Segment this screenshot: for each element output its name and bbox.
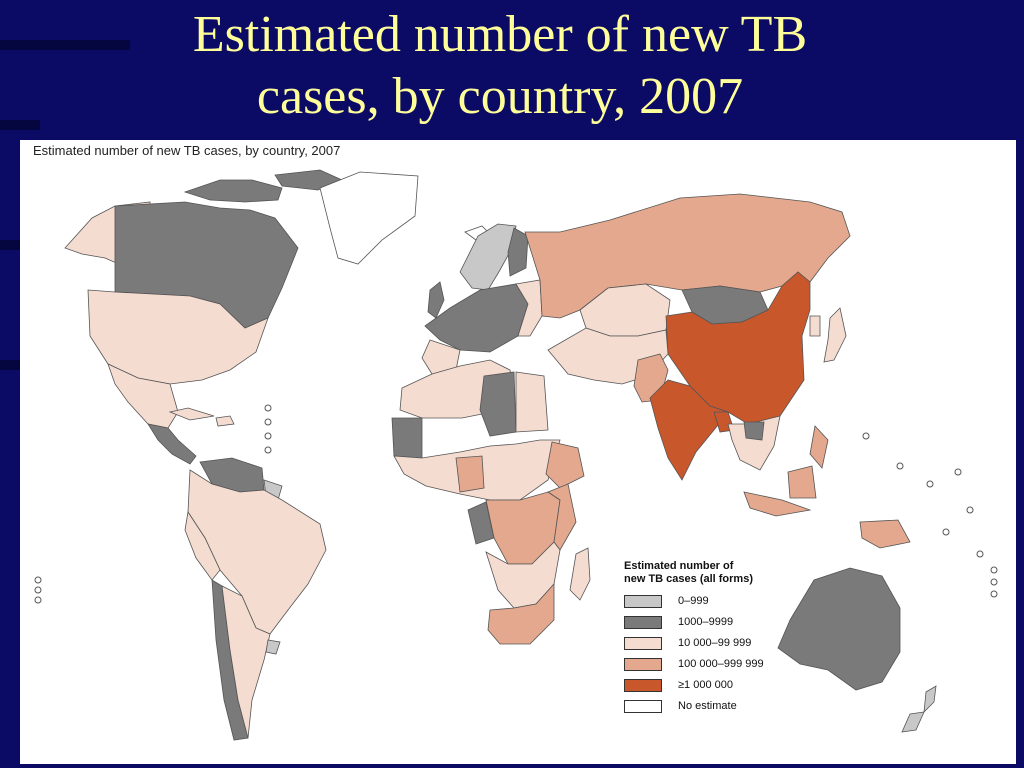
country-arctic-islands	[183, 179, 283, 203]
island-marker	[862, 432, 870, 440]
legend-item: No estimate	[624, 696, 824, 716]
legend-title-line-2: new TB cases (all forms)	[624, 573, 753, 585]
country-india	[649, 379, 729, 481]
country-south-africa	[487, 582, 555, 645]
slide-title: Estimated number of new TB cases, by cou…	[0, 4, 1000, 128]
legend-label: 1000–9999	[678, 616, 734, 628]
country-new-zealand	[923, 685, 937, 714]
island-marker	[264, 432, 272, 440]
legend-title: Estimated number of new TB cases (all fo…	[624, 560, 824, 586]
map-panel: Estimated number of new TB cases, by cou…	[20, 140, 1016, 764]
country-ethiopia	[545, 441, 585, 489]
country-libya	[479, 371, 517, 437]
legend-swatch	[624, 678, 662, 692]
country-gabon	[467, 501, 495, 545]
background-stripe	[0, 360, 20, 370]
island-marker	[954, 468, 962, 476]
island-marker	[990, 566, 998, 574]
legend-item: 100 000–999 999	[624, 654, 824, 674]
legend-item: 10 000–99 999	[624, 633, 824, 653]
island-marker	[264, 404, 272, 412]
country-indonesia	[743, 491, 812, 517]
legend-label: ≥1 000 000	[678, 679, 733, 691]
legend-label: No estimate	[678, 700, 737, 712]
country-central-america	[147, 423, 197, 465]
island-marker	[34, 596, 42, 604]
legend-item: 1000–9999	[624, 612, 824, 632]
slide-title-line-1: Estimated number of new TB	[192, 6, 808, 63]
background-stripe	[0, 240, 20, 250]
map-heading: Estimated number of new TB cases, by cou…	[33, 143, 341, 158]
country-nigeria	[455, 455, 485, 493]
country-mauritania	[391, 417, 423, 459]
legend-item: 0–999	[624, 591, 824, 611]
world-map	[34, 169, 998, 741]
legend-swatch	[624, 657, 662, 671]
island-marker	[966, 506, 974, 514]
legend-label: 10 000–99 999	[678, 637, 752, 649]
country-uruguay	[265, 639, 281, 655]
island-marker	[990, 578, 998, 586]
legend-swatch	[624, 699, 662, 713]
background-stripe	[0, 120, 40, 130]
legend-swatch	[624, 594, 662, 608]
country-australia	[777, 567, 901, 691]
country-uk	[427, 281, 445, 319]
country-haiti	[215, 415, 235, 427]
legend-item: ≥1 000 000	[624, 675, 824, 695]
country-philippines	[809, 425, 829, 469]
country-southern-africa	[485, 541, 561, 609]
country-japan	[823, 307, 847, 363]
island-marker	[34, 586, 42, 594]
country-greenland	[319, 171, 419, 265]
country-cuba	[168, 407, 215, 421]
island-marker	[926, 480, 934, 488]
country-new-zealand	[901, 711, 925, 733]
legend-swatch	[624, 615, 662, 629]
country-new-guinea	[859, 519, 911, 549]
country-borneo	[787, 465, 817, 499]
island-marker	[896, 462, 904, 470]
slide-title-line-2: cases, by country, 2007	[256, 68, 744, 125]
island-marker	[34, 576, 42, 584]
country-egypt	[515, 371, 549, 433]
background-stripe	[0, 40, 130, 50]
country-korea	[809, 315, 821, 337]
island-marker	[942, 528, 950, 536]
island-marker	[976, 550, 984, 558]
legend-label: 100 000–999 999	[678, 658, 764, 670]
legend-swatch	[624, 636, 662, 650]
country-madagascar	[569, 547, 591, 601]
legend-label: 0–999	[678, 595, 709, 607]
island-marker	[264, 446, 272, 454]
country-argentina	[221, 585, 271, 739]
country-cambodia	[743, 421, 765, 441]
legend-title-line-1: Estimated number of	[624, 560, 734, 572]
map-legend: Estimated number of new TB cases (all fo…	[624, 560, 824, 717]
island-marker	[990, 590, 998, 598]
island-marker	[264, 418, 272, 426]
